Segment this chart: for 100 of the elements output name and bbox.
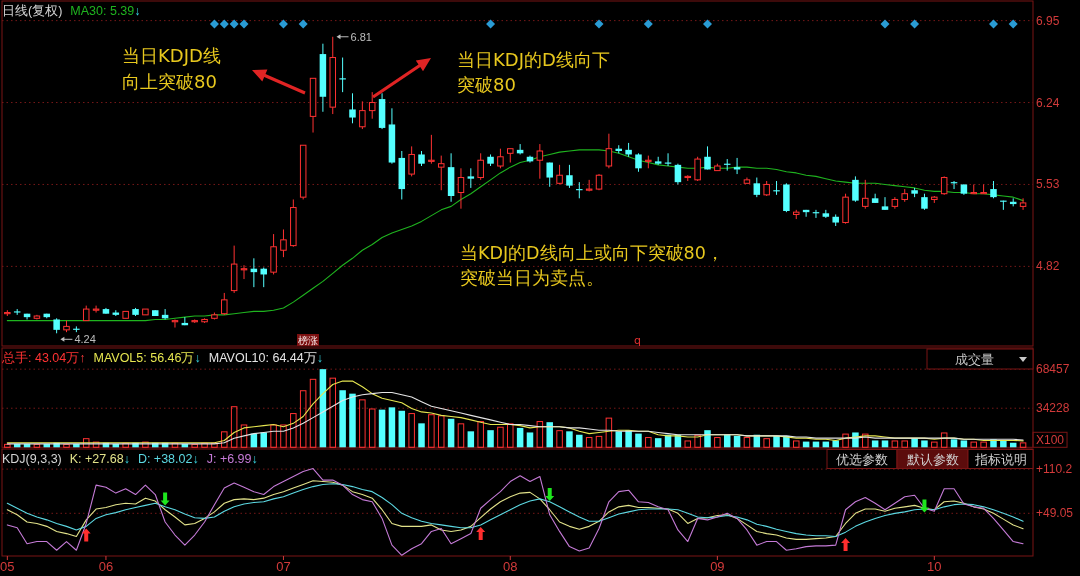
bar (171, 442, 179, 448)
annotation: 成交量 (954, 351, 994, 367)
annotation: 4.24 (74, 333, 96, 346)
y-tick-label: 68457 (1036, 362, 1070, 377)
bar (428, 414, 435, 448)
bar (457, 423, 465, 448)
bar (487, 430, 494, 448)
y-tick-label: 6.24 (1036, 95, 1060, 110)
bar (447, 418, 455, 448)
bar (309, 378, 317, 448)
bar (921, 440, 928, 448)
x-tick-label: 10 (927, 559, 942, 574)
bar (743, 437, 751, 448)
x-tick-label: 08 (503, 559, 518, 574)
bar (862, 433, 869, 448)
bar (714, 437, 721, 448)
y-tick-label: 6.95 (1036, 13, 1060, 28)
bar (556, 430, 563, 448)
bar (595, 435, 603, 448)
bar (901, 440, 908, 448)
bar (645, 437, 652, 448)
bar (615, 431, 622, 448)
bar (704, 430, 711, 448)
bar (635, 433, 642, 448)
bar (122, 442, 129, 448)
legend: K: +27.68↓ D: +38.02↓ J: +6.99↓ (69, 452, 258, 466)
line-series (6, 391, 1024, 445)
annotation: 当日KDJ的D线向下突破80 (457, 49, 610, 95)
bar (368, 408, 376, 448)
point (841, 537, 851, 551)
bar (842, 433, 849, 448)
bar (437, 415, 445, 448)
bar (477, 421, 484, 448)
bar (142, 441, 149, 448)
y-tick-label: 4.82 (1036, 259, 1060, 274)
dropdown: 成交量 (926, 348, 1034, 370)
bar (585, 437, 593, 448)
point (545, 488, 555, 502)
bar (359, 399, 366, 448)
bar (654, 438, 662, 448)
y-tick-label: +49.05 (1036, 506, 1074, 521)
bar (763, 438, 770, 448)
bar (221, 431, 228, 448)
y-tick-label: 5.53 (1036, 177, 1060, 192)
bar (398, 410, 406, 448)
bar (270, 424, 277, 448)
bar (388, 407, 396, 448)
bar (497, 426, 504, 448)
bar (260, 432, 267, 448)
bar (92, 441, 100, 448)
bar (82, 438, 90, 448)
chart-title: KDJ(9,3,3) (2, 452, 62, 466)
annotation: 当日KDJD线向上突破80 (122, 45, 221, 92)
bar (950, 439, 958, 448)
point (919, 499, 929, 513)
bar (536, 421, 544, 448)
bar (516, 427, 524, 448)
annotation: 当KDJ的D线向上或向下突破80，突破当日为卖点。 (460, 243, 724, 288)
bar (408, 413, 415, 448)
bar (280, 424, 287, 448)
bar (230, 406, 238, 448)
bar (605, 417, 613, 448)
line-series (6, 467, 1024, 556)
ylabel: X100 (1032, 431, 1068, 448)
point (160, 492, 170, 506)
tag: 榜涨 (297, 334, 319, 346)
legend: MA30: 5.39↓ (70, 4, 141, 18)
bar (290, 413, 297, 448)
bar (299, 390, 307, 448)
bar (329, 377, 337, 448)
chart-title: 日线(复权) (2, 4, 63, 18)
bar (773, 435, 780, 448)
button: 默认参数 (896, 449, 969, 469)
bar (4, 443, 11, 448)
bar (871, 440, 879, 448)
bar (1019, 442, 1027, 448)
bar (546, 422, 553, 448)
x-tick-label: 09 (710, 559, 725, 574)
bar (940, 432, 948, 448)
bar (970, 441, 978, 448)
x-tick-label: 07 (276, 559, 291, 574)
button: 优选参数 (826, 449, 898, 469)
x-tick-label: 06 (98, 559, 114, 574)
annotation: 默认参数 (905, 451, 959, 467)
x-tick-label: 05 (0, 559, 15, 574)
bar (694, 434, 701, 448)
bar (931, 441, 938, 448)
y-tick-label: +110.2 (1036, 462, 1073, 477)
bar (526, 432, 534, 448)
annotation: 优选参数 (836, 451, 888, 467)
bar (891, 440, 899, 448)
bar (418, 423, 425, 448)
legend: 总手: 43.04万↑ MAVOL5: 56.46万↓ MAVOL10: 64.44万↓ (2, 351, 323, 365)
point (81, 528, 91, 542)
bar (339, 390, 346, 448)
bar (240, 424, 248, 448)
bar (467, 431, 475, 448)
bar (881, 440, 889, 448)
y-axis-title: X100 (1036, 432, 1065, 447)
bar (911, 438, 918, 448)
